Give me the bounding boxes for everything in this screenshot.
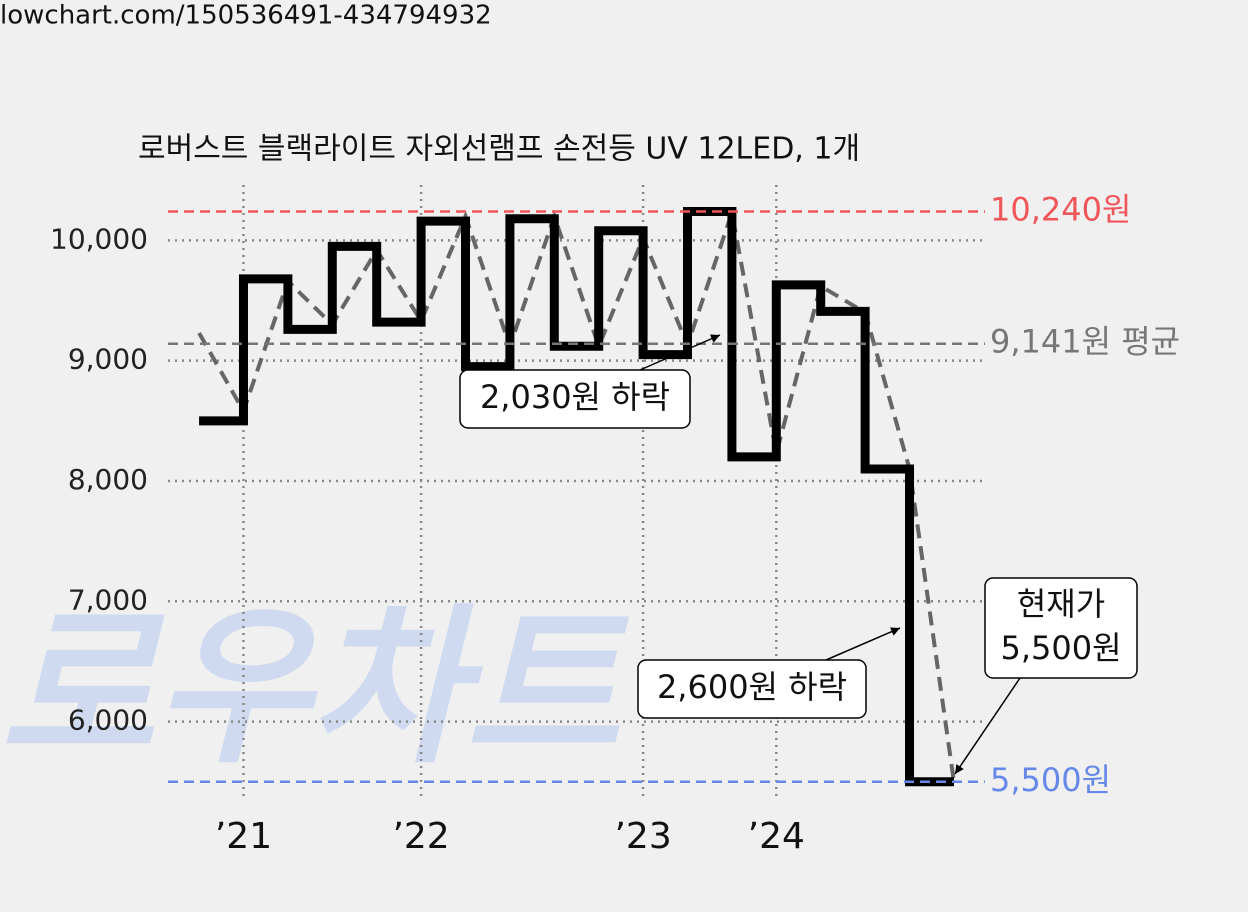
reference-label: 9,141원 평균 — [990, 323, 1180, 361]
x-tick-label: ’24 — [748, 816, 805, 857]
y-tick-label: 6,000 — [68, 704, 148, 737]
x-tick-label: ’22 — [392, 816, 449, 857]
annotation-text: 2,600원 하락 — [657, 668, 847, 706]
reference-label: 5,500원 — [990, 761, 1111, 799]
reference-label: 10,240원 — [990, 190, 1131, 228]
x-tick-label: ’23 — [614, 816, 671, 857]
annotation-arrow — [954, 677, 1021, 775]
annotation-text: 2,030원 하락 — [480, 378, 670, 416]
trend-line — [197, 204, 956, 783]
y-tick-label: 10,000 — [50, 222, 148, 255]
annotation-box — [459, 369, 691, 429]
annotation-arrow — [825, 627, 901, 661]
annotation-arrow — [639, 334, 721, 371]
y-tick-label: 8,000 — [68, 463, 148, 496]
annotation-box — [637, 659, 867, 719]
price-line — [199, 206, 954, 787]
x-tick-label: ’21 — [215, 816, 272, 857]
annotation-box — [984, 577, 1138, 679]
url: lowchart.com/150536491-434794932 — [0, 1, 492, 31]
watermark: 로우차트 — [0, 589, 630, 787]
y-tick-label: 7,000 — [68, 583, 148, 616]
y-tick-label: 9,000 — [68, 343, 148, 376]
annotation-text: 5,500원 — [1000, 629, 1121, 667]
chart-title: 로버스트 블랙라이트 자외선램프 손전등 UV 12LED, 1개 — [138, 132, 860, 167]
annotation-text: 현재가 — [1017, 585, 1105, 623]
